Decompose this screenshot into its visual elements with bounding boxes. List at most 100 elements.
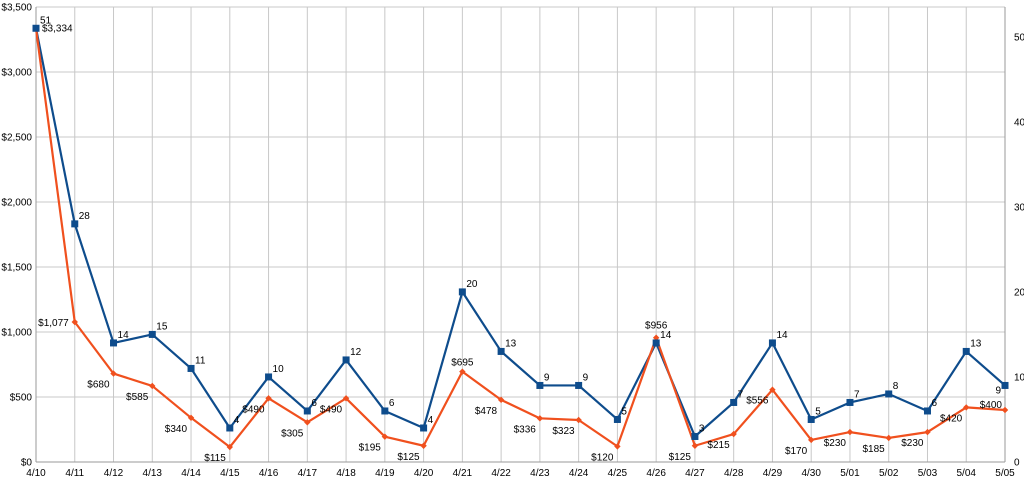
count-data-label: 6 <box>311 398 317 409</box>
x-axis-tick-label: 4/15 <box>220 468 240 479</box>
count-point <box>381 407 389 415</box>
amount-point <box>730 430 737 438</box>
count-data-label: 51 <box>40 15 52 26</box>
count-data-label: 14 <box>118 330 130 341</box>
x-axis-tick-label: 5/01 <box>840 468 860 479</box>
amount-point <box>885 434 892 442</box>
amount-data-label: $956 <box>645 321 668 332</box>
amount-point <box>110 370 117 377</box>
x-axis-tick-label: 4/27 <box>685 468 705 479</box>
amount-data-label: $195 <box>359 443 382 454</box>
x-axis-tick-label: 4/28 <box>724 468 744 479</box>
count-data-label: 4 <box>428 415 434 426</box>
count-point <box>497 347 505 355</box>
amount-data-label: $323 <box>552 426 575 437</box>
amount-point <box>459 368 466 375</box>
x-axis-tick-label: 4/20 <box>414 468 434 479</box>
x-axis-tick-label: 4/21 <box>453 468 473 479</box>
amount-point <box>381 433 389 440</box>
amount-data-label: $336 <box>514 424 537 435</box>
amount-data-label: $215 <box>707 440 730 451</box>
x-axis-tick-label: 4/22 <box>491 468 511 479</box>
amount-data-label: $340 <box>165 424 188 435</box>
count-data-label: 11 <box>195 355 206 366</box>
x-axis-tick-label: 4/19 <box>375 468 395 479</box>
x-axis-tick-label: 5/04 <box>957 468 977 479</box>
count-point <box>885 390 893 398</box>
count-point <box>32 24 40 32</box>
amount-point <box>652 334 660 341</box>
amount-point <box>575 416 582 424</box>
count-data-label: 20 <box>466 279 478 290</box>
amount-point <box>304 419 311 426</box>
right-axis-tick-label: 10 <box>1014 372 1024 383</box>
count-point <box>536 381 544 389</box>
amount-point <box>924 428 931 436</box>
amount-data-label: $490 <box>242 404 265 415</box>
right-axis-tick-label: 20 <box>1014 287 1024 298</box>
count-point <box>148 330 156 338</box>
axes-layer: $0 $500 $1,000 $1,500 $2,000 $2,500 $3,000 $3,5… <box>1 3 1024 480</box>
amount-data-label: $3,334 <box>42 24 73 35</box>
count-point <box>458 288 466 296</box>
data-labels-layer: 51 28 14 15 11 4 10 6 12 6 4 20 13 9 9 5 14 3 7 14 5 7 8 6 13 9 $3… <box>38 15 1002 464</box>
amount-point <box>963 404 970 411</box>
amount-data-label: $695 <box>451 358 474 369</box>
count-data-label: 9 <box>583 372 589 383</box>
x-axis-tick-label: 4/10 <box>26 468 46 479</box>
amount-point <box>187 414 195 421</box>
x-axis-tick-label: 4/26 <box>646 468 666 479</box>
count-data-label: 28 <box>79 211 91 222</box>
count-point <box>575 381 583 389</box>
count-point <box>691 432 699 440</box>
amount-point <box>614 443 621 450</box>
left-axis-tick-label: $2,500 <box>1 133 32 144</box>
count-data-label: 5 <box>815 406 821 417</box>
x-axis-tick-label: 4/23 <box>530 468 550 479</box>
amount-data-label: $230 <box>824 438 847 449</box>
amount-series-line <box>34 28 1006 449</box>
count-point <box>303 407 311 415</box>
x-axis-tick-label: 4/14 <box>181 468 201 479</box>
amount-data-label: $400 <box>980 400 1003 411</box>
x-axis-tick-label: 4/25 <box>608 468 628 479</box>
count-data-label: 14 <box>776 330 788 341</box>
x-axis-tick-label: 4/13 <box>143 468 163 479</box>
count-point <box>187 364 195 372</box>
count-data-label: 8 <box>893 381 899 392</box>
left-axis-tick-label: $0 <box>21 458 33 469</box>
x-axis-tick-label: 4/18 <box>336 468 356 479</box>
count-data-label: 6 <box>389 398 395 409</box>
amount-data-label: $185 <box>862 444 885 455</box>
amount-point <box>808 436 815 444</box>
count-point <box>71 220 79 228</box>
count-data-label: 7 <box>738 389 744 400</box>
amount-data-label: $680 <box>87 380 110 391</box>
x-axis-tick-label: 4/16 <box>259 468 279 479</box>
amount-point <box>420 442 427 449</box>
count-data-label: 6 <box>931 398 937 409</box>
count-point <box>807 415 815 423</box>
left-axis-tick-label: $3,500 <box>1 3 32 14</box>
count-series-line <box>34 28 1006 438</box>
amount-point <box>536 415 544 422</box>
count-point <box>265 373 273 381</box>
x-axis-tick-label: 5/03 <box>918 468 938 479</box>
count-point <box>342 356 350 364</box>
right-axis-tick-label: 30 <box>1014 202 1024 213</box>
amount-data-label: $1,077 <box>38 318 69 329</box>
amount-point <box>769 386 776 393</box>
x-axis-tick-label: 4/11 <box>65 468 84 479</box>
x-axis-tick-label: 4/17 <box>298 468 318 479</box>
count-data-label: 14 <box>660 330 672 341</box>
count-point <box>730 398 738 406</box>
amount-data-label: $490 <box>320 404 343 415</box>
count-point <box>613 415 621 423</box>
amount-point <box>846 428 854 436</box>
amount-data-label: $120 <box>591 452 614 463</box>
amount-point <box>265 395 272 402</box>
x-axis-tick-label: 4/24 <box>569 468 589 479</box>
right-axis-tick-label: 50 <box>1014 32 1024 43</box>
amount-data-label: $305 <box>281 428 304 439</box>
